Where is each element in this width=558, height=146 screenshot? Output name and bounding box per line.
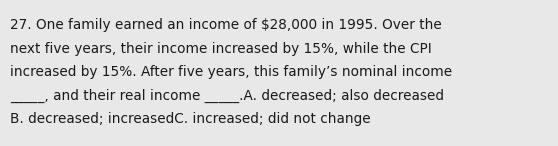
Text: B. decreased; increasedC. increased; did not change: B. decreased; increasedC. increased; did… [10, 112, 371, 126]
Text: _____, and their real income _____.A. decreased; also decreased: _____, and their real income _____.A. de… [10, 88, 444, 103]
Text: 27. One family earned an income of $28,000 in 1995. Over the: 27. One family earned an income of $28,0… [10, 18, 442, 32]
Text: increased by 15%. After five years, this family’s nominal income: increased by 15%. After five years, this… [10, 65, 452, 79]
Text: next five years, their income increased by 15%, while the CPI: next five years, their income increased … [10, 41, 432, 55]
